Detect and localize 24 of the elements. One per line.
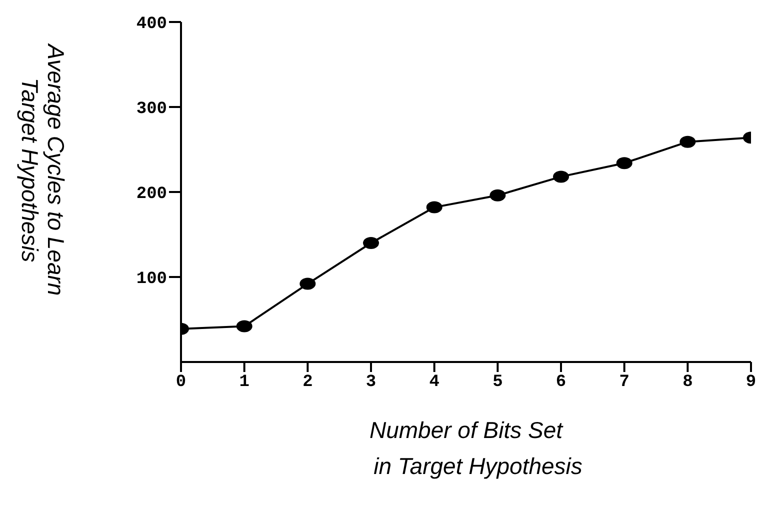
point <box>553 170 569 183</box>
x-tick-label: 2 <box>302 373 313 392</box>
x-tick-label: 3 <box>366 373 376 392</box>
x-axis-title: Number of Bits Set in Target Hypothesis <box>369 417 583 479</box>
x-tick-label: 7 <box>619 373 630 392</box>
x-tick-label: 8 <box>682 373 693 392</box>
y-axis-title: Average Cycles to Learn Target Hypothesis <box>17 42 69 296</box>
point <box>363 237 379 249</box>
y-tick-label: 400 <box>136 15 167 34</box>
y-tick-label: 300 <box>136 100 167 120</box>
x-tick-label: 4 <box>429 373 440 392</box>
y-tick-label: 100 <box>136 270 167 290</box>
x-tick-label: 9 <box>746 373 756 392</box>
x-tick-label: 5 <box>492 373 503 392</box>
point <box>300 278 316 290</box>
y-tick-label: 200 <box>136 185 167 204</box>
point <box>426 201 442 214</box>
x-tick-label: 0 <box>176 373 186 392</box>
point <box>236 320 252 332</box>
x-tick-label: 1 <box>239 373 250 392</box>
point <box>680 136 696 148</box>
x-tick-label: 6 <box>556 373 566 392</box>
point <box>616 157 632 170</box>
point <box>490 189 506 202</box>
